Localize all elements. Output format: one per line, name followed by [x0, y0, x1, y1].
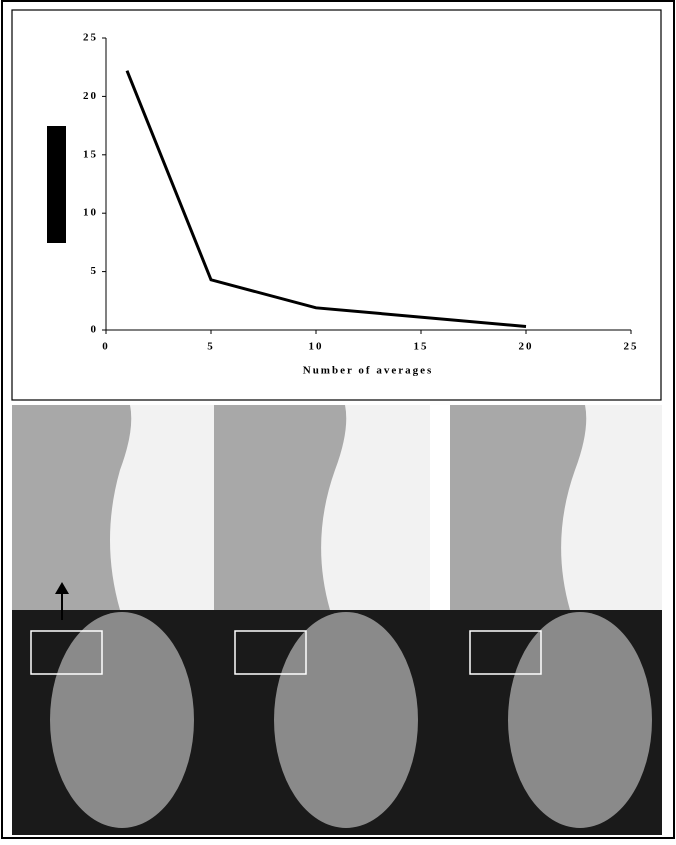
roi-box: [30, 630, 103, 675]
brain-row: [12, 610, 662, 835]
y-tick-label: 20: [83, 90, 98, 102]
y-tick-label: 15: [83, 148, 98, 160]
brain: [508, 612, 652, 828]
x-tick-label: 25: [624, 341, 639, 353]
zoom-bright: [110, 405, 214, 610]
y-tick-label: 10: [83, 207, 98, 219]
x-tick-label: 15: [414, 341, 429, 353]
redacted-label: [47, 126, 66, 243]
x-tick-label: 20: [519, 341, 534, 353]
plot-area: 0 5 10 15 20 25 0 5 10 15 20 25: [83, 32, 639, 353]
arrow-head: [55, 582, 69, 594]
data-line: [125, 70, 527, 328]
x-tick-label: 10: [309, 341, 324, 353]
x-tick-label: 5: [207, 341, 215, 353]
roi-box: [234, 630, 307, 675]
zoom-bright: [321, 405, 430, 610]
x-axis-label: Number of averages: [303, 365, 434, 377]
y-tick-label: 0: [91, 324, 99, 336]
zoom-bright: [561, 405, 662, 610]
chart-box: [11, 9, 662, 401]
y-tick-label: 25: [83, 32, 98, 44]
y-tick-label: 5: [91, 265, 99, 277]
zoom-row: [12, 405, 662, 610]
brain: [50, 612, 194, 828]
brain: [274, 612, 418, 828]
x-tick-label: 0: [102, 341, 110, 353]
roi-box: [469, 630, 542, 675]
